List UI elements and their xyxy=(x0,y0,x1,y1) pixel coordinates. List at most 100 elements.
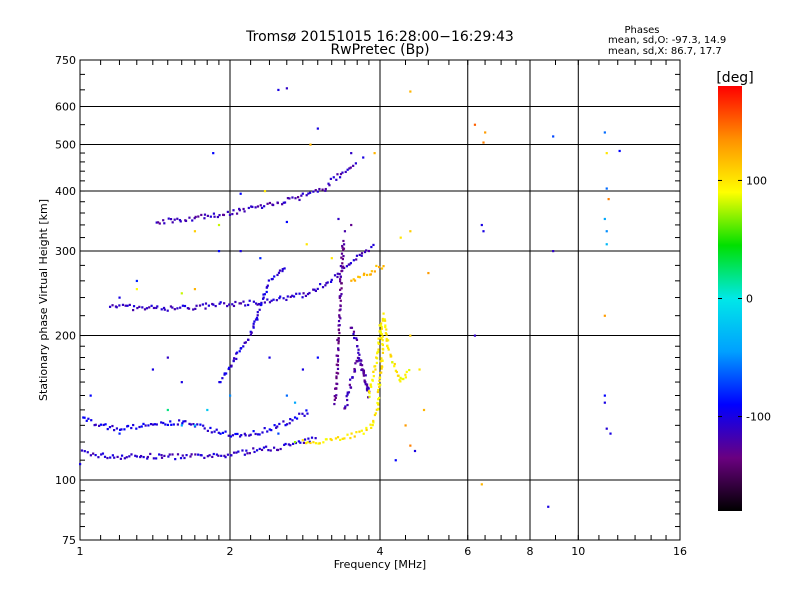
data-point xyxy=(247,303,250,307)
data-point xyxy=(603,314,606,317)
data-point xyxy=(152,423,155,426)
data-point xyxy=(113,456,116,459)
data-point xyxy=(307,192,310,195)
data-point xyxy=(282,420,285,423)
data-point xyxy=(276,201,279,205)
data-point xyxy=(242,300,245,303)
colorbar-tick-label: -100 xyxy=(746,411,771,424)
data-point xyxy=(355,431,358,434)
data-point xyxy=(194,453,197,456)
data-point xyxy=(180,424,183,427)
data-point xyxy=(378,379,381,382)
data-point xyxy=(371,379,374,382)
data-point xyxy=(86,451,89,454)
data-point xyxy=(482,141,485,144)
data-point xyxy=(246,452,249,455)
data-point xyxy=(209,215,212,218)
y-tick-labels: 75 100 200 300 400 500 600 750 xyxy=(55,54,76,547)
data-point xyxy=(377,388,380,392)
data-point xyxy=(160,421,163,424)
data-point xyxy=(346,391,349,394)
data-point xyxy=(256,303,259,306)
data-point xyxy=(295,292,298,295)
data-point xyxy=(380,322,383,325)
data-point xyxy=(314,437,317,440)
data-point xyxy=(135,288,138,291)
data-point xyxy=(339,438,342,442)
data-point xyxy=(360,429,363,432)
data-point xyxy=(183,304,187,308)
data-point xyxy=(404,376,407,379)
data-point xyxy=(312,441,315,444)
data-point xyxy=(358,253,361,257)
data-point xyxy=(208,454,211,457)
data-point xyxy=(128,455,131,458)
data-point xyxy=(308,440,311,443)
data-point xyxy=(283,267,286,270)
data-point xyxy=(98,424,101,427)
data-point xyxy=(335,371,338,374)
data-point xyxy=(179,457,183,460)
data-point xyxy=(389,353,392,356)
data-point xyxy=(243,210,246,213)
data-point xyxy=(358,276,361,279)
data-point xyxy=(377,341,380,344)
data-point xyxy=(155,423,158,426)
data-point xyxy=(261,431,264,434)
data-point xyxy=(349,262,352,265)
data-point xyxy=(217,431,220,434)
data-point xyxy=(365,426,368,430)
data-point xyxy=(339,308,342,311)
data-point xyxy=(338,272,341,276)
data-point xyxy=(221,377,224,380)
data-point xyxy=(605,427,608,430)
data-point xyxy=(369,423,372,426)
data-point xyxy=(291,196,294,199)
data-point xyxy=(99,423,103,426)
data-point xyxy=(377,337,380,340)
data-point xyxy=(377,396,381,400)
data-point xyxy=(169,305,173,308)
data-point xyxy=(335,178,338,181)
data-point xyxy=(338,331,341,335)
colorbar: [deg] -100 0 100 xyxy=(716,70,771,511)
data-point xyxy=(346,398,349,402)
data-point xyxy=(196,423,199,426)
data-point xyxy=(179,220,182,223)
data-point xyxy=(198,304,202,307)
data-point xyxy=(230,454,233,457)
data-point xyxy=(370,426,373,430)
data-point xyxy=(212,212,216,215)
data-point xyxy=(329,177,332,181)
data-point xyxy=(260,448,264,452)
data-point xyxy=(340,292,343,296)
data-point xyxy=(169,420,172,423)
data-point xyxy=(316,127,319,130)
data-point xyxy=(267,279,270,282)
data-point xyxy=(365,273,369,277)
data-point xyxy=(275,426,278,429)
data-point xyxy=(263,427,266,430)
data-point xyxy=(193,288,197,291)
data-point xyxy=(258,308,261,311)
data-point xyxy=(340,270,343,273)
data-point xyxy=(393,365,396,368)
data-point xyxy=(295,417,299,420)
data-point xyxy=(321,286,325,289)
data-point xyxy=(344,405,347,408)
data-point xyxy=(377,398,380,401)
data-point xyxy=(211,302,214,306)
data-point xyxy=(226,453,230,456)
data-point xyxy=(130,453,133,456)
data-point xyxy=(381,317,384,321)
data-point xyxy=(281,268,284,271)
data-point xyxy=(141,306,144,309)
data-point xyxy=(484,131,487,134)
data-point xyxy=(341,437,344,440)
data-point xyxy=(609,432,612,435)
data-point xyxy=(370,385,373,388)
data-point xyxy=(285,220,288,224)
data-point xyxy=(153,423,156,426)
data-point xyxy=(223,372,226,375)
data-point xyxy=(181,422,184,425)
